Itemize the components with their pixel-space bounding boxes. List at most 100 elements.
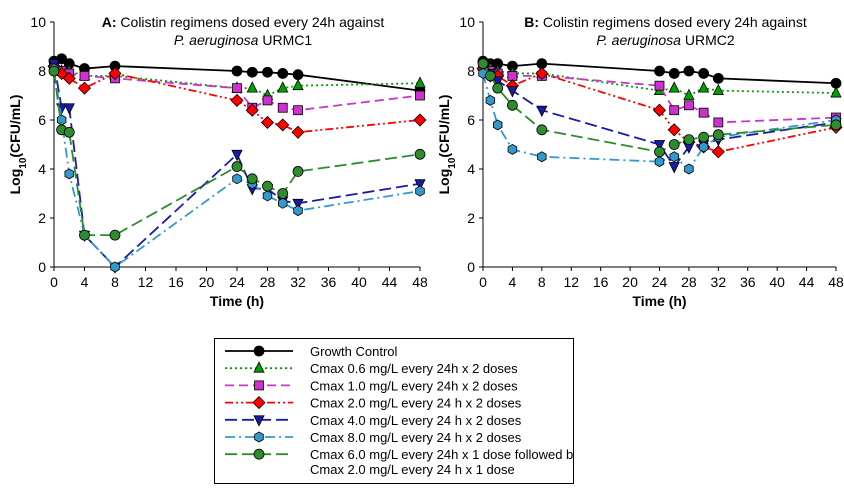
x-axis-label: Time (h) — [210, 293, 264, 309]
data-point — [232, 83, 242, 94]
x-tick-label: 28 — [681, 274, 697, 290]
data-point — [683, 88, 695, 100]
data-point — [667, 123, 681, 137]
y-tick-label: 6 — [38, 112, 46, 128]
data-point — [654, 146, 665, 158]
x-tick-label: 4 — [509, 274, 517, 290]
y-axis-label: Log10(CFU/mL) — [436, 95, 458, 195]
x-tick-label: 12 — [563, 274, 579, 290]
data-point — [653, 140, 666, 152]
data-point — [669, 151, 679, 163]
legend-entry-4: Cmax 4.0 mg/L every 24 h x 2 doses — [225, 413, 522, 428]
data-point — [62, 71, 76, 85]
data-point — [485, 94, 496, 106]
data-point — [277, 81, 289, 93]
data-point — [506, 86, 519, 98]
legend-marker — [254, 431, 264, 443]
data-point — [262, 66, 273, 78]
data-point — [56, 53, 68, 65]
y-tick-label: 0 — [467, 259, 475, 275]
data-point — [246, 66, 258, 78]
data-point — [507, 99, 518, 111]
series-5-line — [482, 73, 837, 171]
data-point — [683, 65, 695, 77]
data-point — [277, 102, 288, 113]
x-tick-label: 0 — [50, 274, 58, 290]
y-tick-label: 2 — [38, 210, 46, 226]
data-point — [683, 134, 695, 146]
data-point — [276, 118, 290, 132]
chart-title-line2: P. aeruginosa URMC2 — [596, 32, 734, 48]
legend-entry-5: Cmax 8.0 mg/L every 24 h x 2 doses — [225, 430, 522, 445]
legend: Growth Control Cmax 0.6 mg/L every 24h x … — [214, 338, 580, 484]
data-point — [278, 197, 288, 209]
data-point — [830, 86, 842, 98]
data-point — [536, 105, 548, 118]
legend-marker — [253, 448, 265, 460]
legend-label: Cmax 1.0 mg/L every 24h x 2 doses — [310, 378, 518, 393]
data-point — [484, 70, 496, 82]
x-axis-label: Time (h) — [632, 293, 686, 309]
y-tick-label: 4 — [38, 161, 46, 177]
data-point — [231, 65, 243, 77]
data-point — [712, 83, 724, 95]
data-point — [48, 65, 60, 77]
legend-entry-6: Cmax 6.0 mg/L every 24h x 1 dose followe… — [225, 447, 580, 477]
series-0 — [48, 53, 426, 96]
x-tick-label: 36 — [740, 274, 756, 290]
data-point — [507, 71, 518, 81]
data-point — [415, 90, 425, 101]
data-point — [413, 113, 427, 127]
data-point — [260, 115, 275, 130]
legend-label: Cmax 0.6 mg/L every 24h x 2 doses — [310, 361, 518, 376]
y-tick-label: 0 — [38, 259, 46, 275]
data-point — [63, 126, 75, 138]
data-point — [477, 58, 489, 70]
legend-entry-1: Cmax 0.6 mg/L every 24h x 2 doses — [225, 361, 518, 376]
x-tick-label: 16 — [593, 274, 609, 290]
x-tick-label: 40 — [769, 274, 785, 290]
data-point — [246, 81, 258, 93]
data-point — [684, 100, 694, 111]
data-point — [698, 131, 710, 143]
data-point — [535, 66, 549, 81]
legend-canvas: Growth Control Cmax 0.6 mg/L every 24h x … — [225, 344, 580, 477]
data-point — [292, 198, 304, 211]
legend-marker — [254, 380, 264, 391]
legend-label: Cmax 6.0 mg/L every 24h x 1 dose followe… — [310, 447, 573, 462]
x-tick-label: 40 — [351, 274, 367, 290]
legend-entry-3: Cmax 2.0 mg/L every 24 h x 2 doses — [225, 396, 522, 411]
legend-label-line2: Cmax 2.0 mg/L every 24 h x 1 dose — [310, 462, 515, 477]
data-point — [492, 82, 504, 94]
x-tick-label: 8 — [538, 274, 546, 290]
data-point — [109, 229, 121, 241]
data-point — [262, 95, 273, 106]
data-point — [262, 180, 273, 192]
data-point — [414, 179, 426, 191]
legend-marker — [253, 415, 265, 427]
y-tick-label: 10 — [30, 14, 46, 30]
data-point — [830, 119, 842, 131]
y-tick-label: 10 — [459, 14, 475, 30]
x-tick-label: 20 — [199, 274, 215, 290]
data-point — [712, 72, 724, 84]
data-point — [230, 93, 244, 107]
y-tick-label: 4 — [467, 161, 475, 177]
data-point — [492, 76, 504, 88]
x-tick-label: 32 — [290, 274, 306, 290]
data-point — [293, 205, 303, 217]
x-tick-label: 48 — [828, 274, 844, 290]
legend-label: Growth Control — [310, 344, 398, 359]
data-point — [492, 119, 503, 131]
y-tick-label: 8 — [467, 63, 475, 79]
chart-title-line2: P. aeruginosa URMC1 — [174, 32, 312, 48]
x-tick-label: 24 — [229, 274, 245, 290]
data-point — [262, 190, 273, 202]
series-1 — [48, 56, 426, 100]
data-point — [713, 117, 724, 128]
chart-title: B: Colistin regimens dosed every 24h aga… — [524, 14, 807, 30]
series-4-line — [53, 63, 421, 269]
legend-marker — [253, 361, 265, 373]
